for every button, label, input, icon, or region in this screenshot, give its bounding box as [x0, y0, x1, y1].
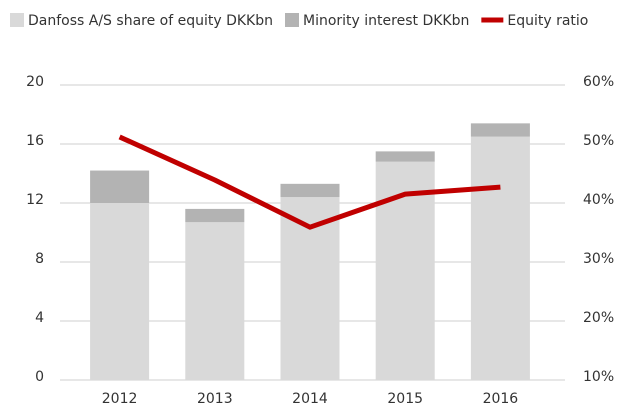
bar — [375, 151, 435, 162]
x-tick-label: 2013 — [197, 391, 233, 407]
y2-tick-label: 20% — [583, 310, 614, 326]
y2-tick-label: 60% — [583, 74, 614, 90]
legend-swatch — [285, 13, 299, 27]
x-tick-label: 2015 — [387, 391, 423, 407]
bar — [470, 136, 530, 380]
legend-label: Minority interest DKKbn — [303, 13, 469, 29]
y-tick-label: 12 — [26, 192, 44, 208]
y2-tick-label: 30% — [583, 251, 614, 267]
bar — [280, 183, 340, 198]
y2-tick-label: 40% — [583, 192, 614, 208]
legend-swatch — [10, 13, 24, 27]
y-tick-label: 0 — [35, 369, 44, 385]
bar — [90, 203, 150, 380]
bar — [90, 170, 150, 203]
x-tick-label: 2016 — [483, 391, 519, 407]
legend-label: Equity ratio — [507, 13, 588, 29]
y-tick-label: 8 — [35, 251, 44, 267]
bar — [185, 208, 245, 223]
x-tick-label: 2012 — [102, 391, 138, 407]
bar — [185, 222, 245, 380]
x-tick-label: 2014 — [292, 391, 328, 407]
line — [118, 134, 501, 230]
y-tick-label: 4 — [35, 310, 44, 326]
y-tick-label: 20 — [26, 74, 44, 90]
bar — [375, 161, 435, 380]
y-tick-label: 16 — [26, 133, 44, 149]
y2-tick-label: 10% — [583, 369, 614, 385]
bar — [470, 123, 530, 137]
legend-label: Danfoss A/S share of equity DKKbn — [28, 13, 273, 29]
y2-tick-label: 50% — [583, 133, 614, 149]
